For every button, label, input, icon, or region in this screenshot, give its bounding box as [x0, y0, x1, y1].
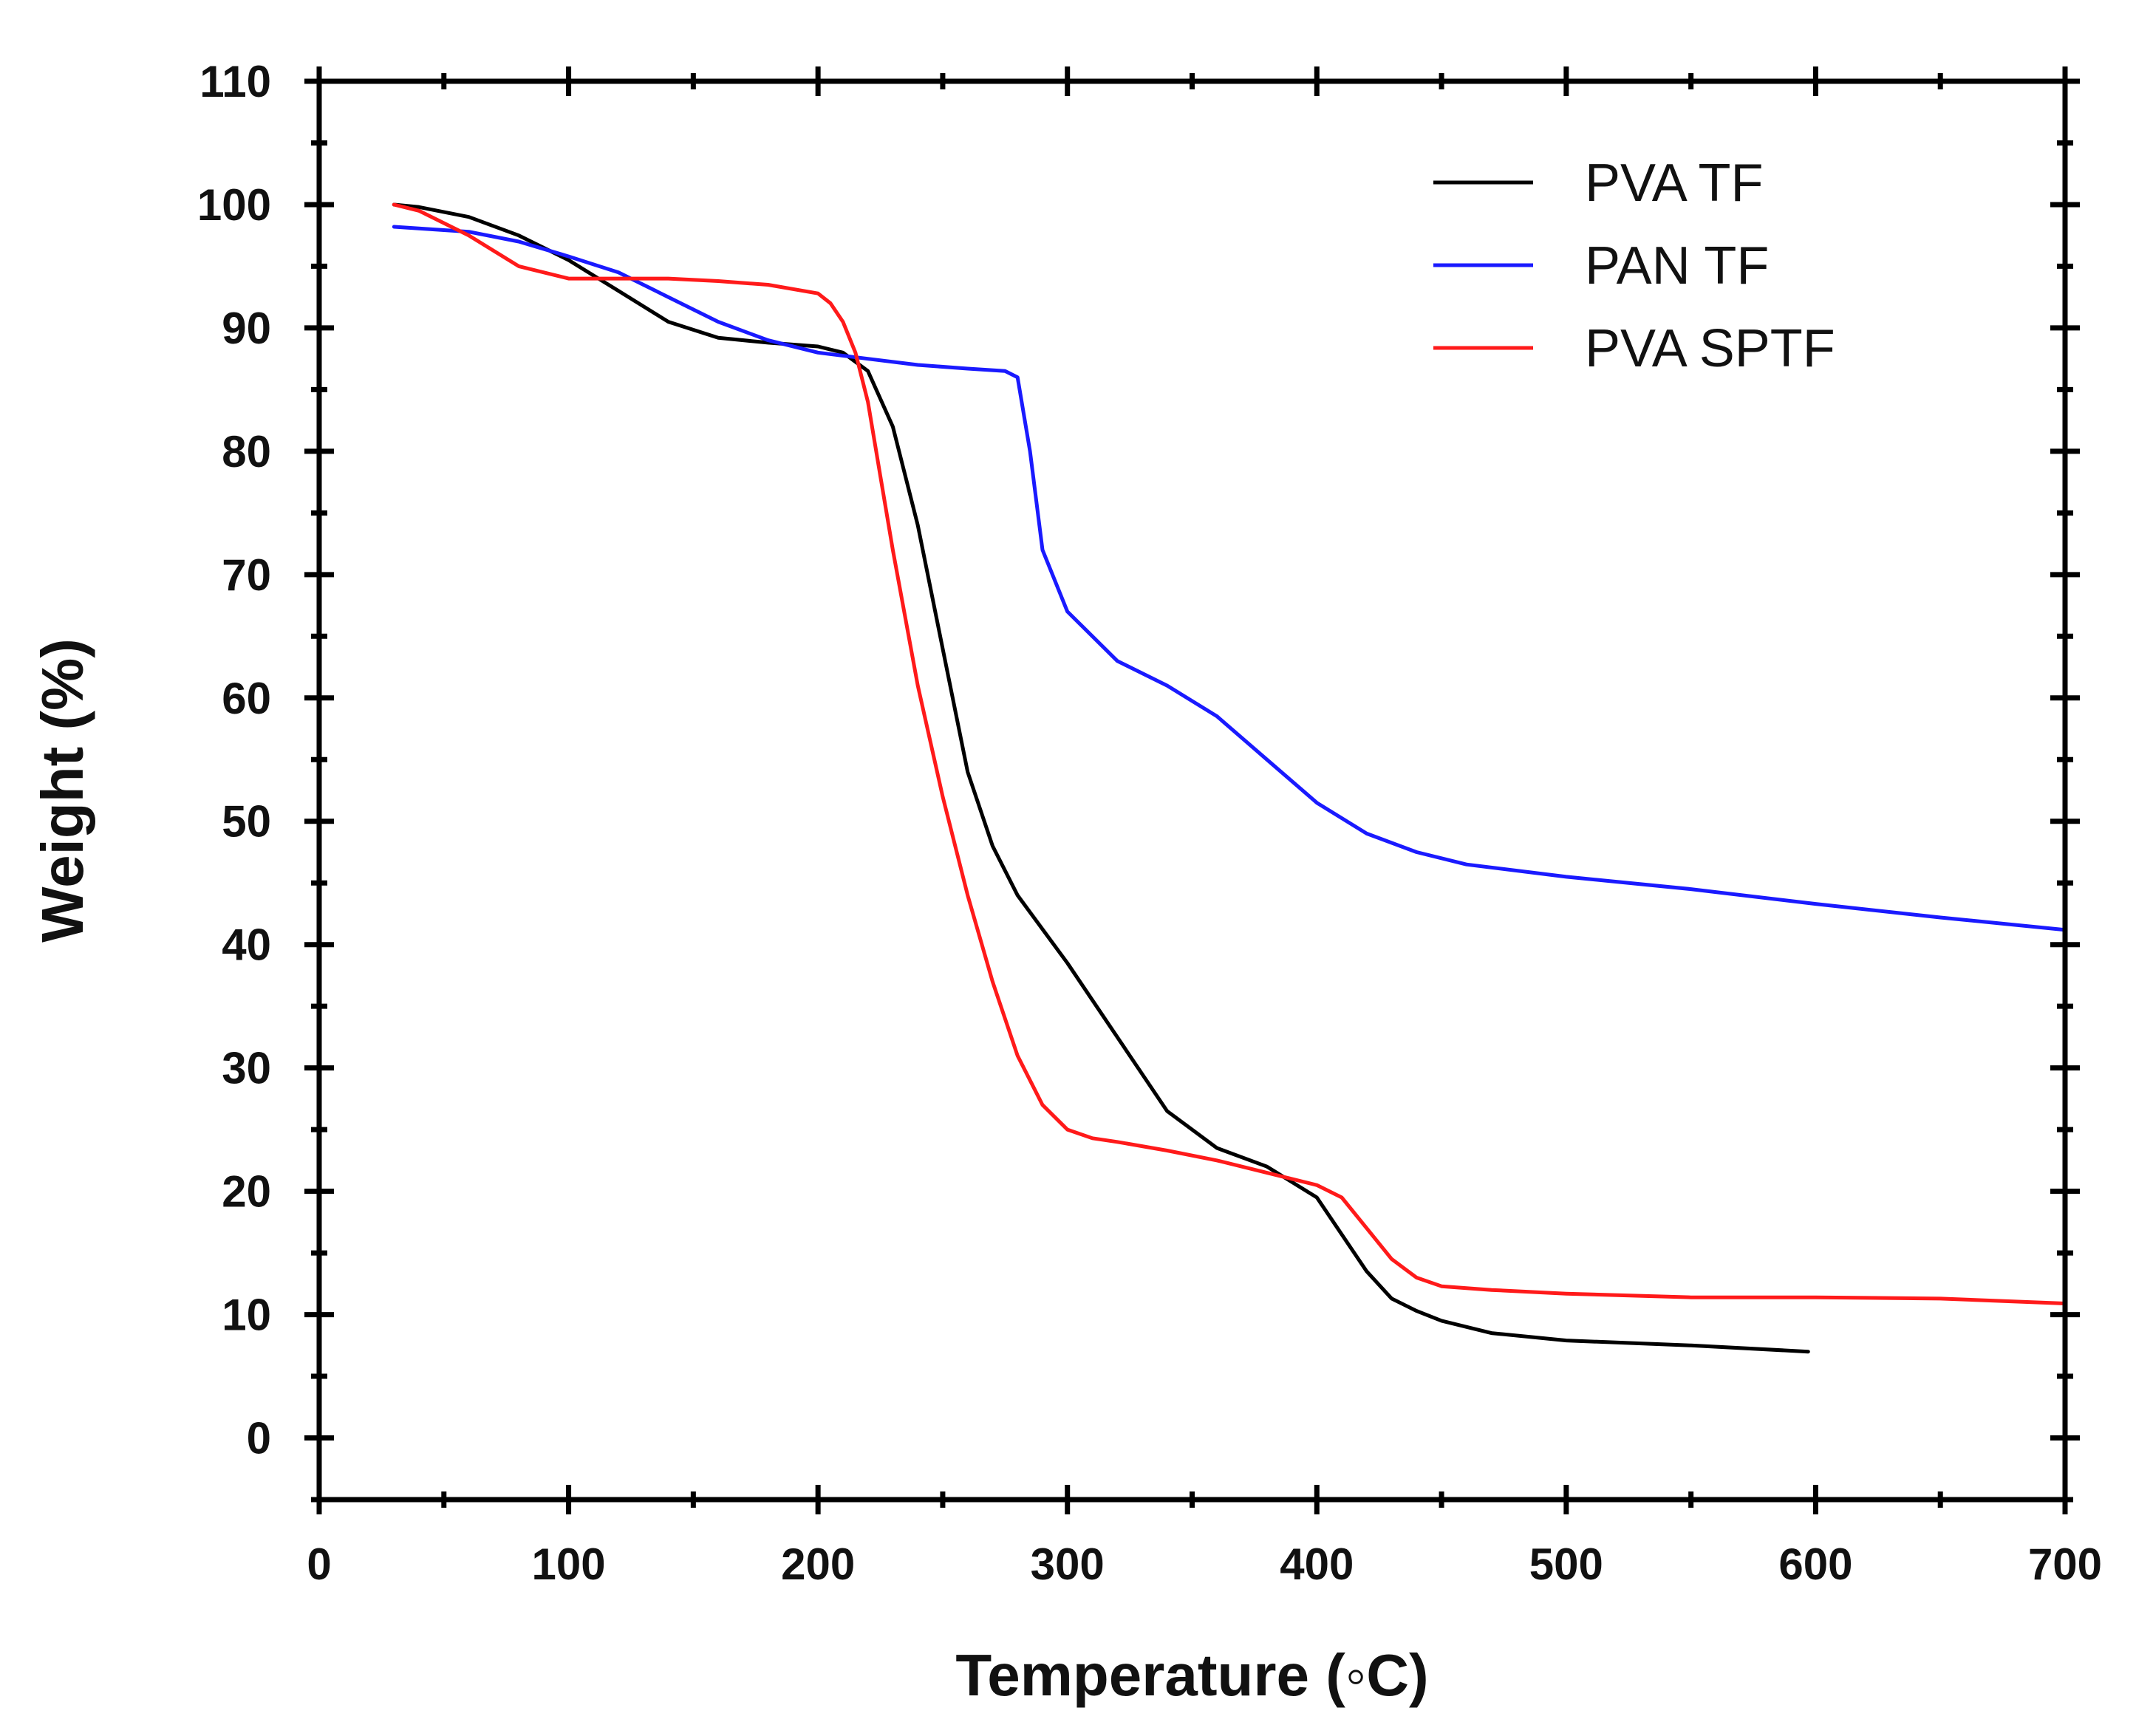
y-tick-label: 20 [222, 1167, 271, 1217]
x-tick-label: 100 [532, 1539, 606, 1589]
x-tick-label: 700 [2028, 1539, 2102, 1589]
y-tick-label: 30 [222, 1044, 271, 1093]
series-line-pva-tf [392, 202, 1810, 1354]
y-axis-title: Weight (%) [30, 638, 95, 943]
y-tick-label: 10 [222, 1291, 271, 1340]
y-tick-label: 60 [222, 674, 271, 723]
legend-label: PVA TF [1585, 154, 1763, 213]
x-tick-label: 200 [781, 1539, 855, 1589]
axis-tick-labels: 0 100 200 300 400 500 600 700 0 10 20 30 40 50 60 70 80 9… [197, 57, 2102, 1589]
legend-label: PVA SPTF [1585, 319, 1835, 378]
legend-label: PAN TF [1585, 236, 1769, 295]
x-axis-title: Temperature (◦C) [955, 1642, 1428, 1708]
x-tick-label: 400 [1280, 1539, 1354, 1589]
x-tick-label: 600 [1778, 1539, 1852, 1589]
x-tick-label: 300 [1031, 1539, 1105, 1589]
y-tick-label: 40 [222, 920, 271, 970]
y-tick-label: 70 [222, 550, 271, 600]
series-line-pva-sptf [392, 202, 2067, 1305]
y-tick-label: 110 [199, 57, 271, 106]
series-lines [392, 202, 2067, 1354]
y-tick-label: 100 [197, 180, 271, 230]
plot-frame [316, 78, 2068, 1503]
x-tick-label: 500 [1529, 1539, 1603, 1589]
x-tick-label: 0 [307, 1539, 331, 1589]
y-tick-label: 0 [247, 1414, 271, 1463]
y-tick-label: 50 [222, 797, 271, 847]
y-tick-label: 80 [222, 427, 271, 476]
legend: PVA TF PAN TF PVA SPTF [1433, 154, 1835, 378]
y-tick-label: 90 [222, 304, 271, 353]
series-line-pan-tf [392, 225, 2067, 932]
